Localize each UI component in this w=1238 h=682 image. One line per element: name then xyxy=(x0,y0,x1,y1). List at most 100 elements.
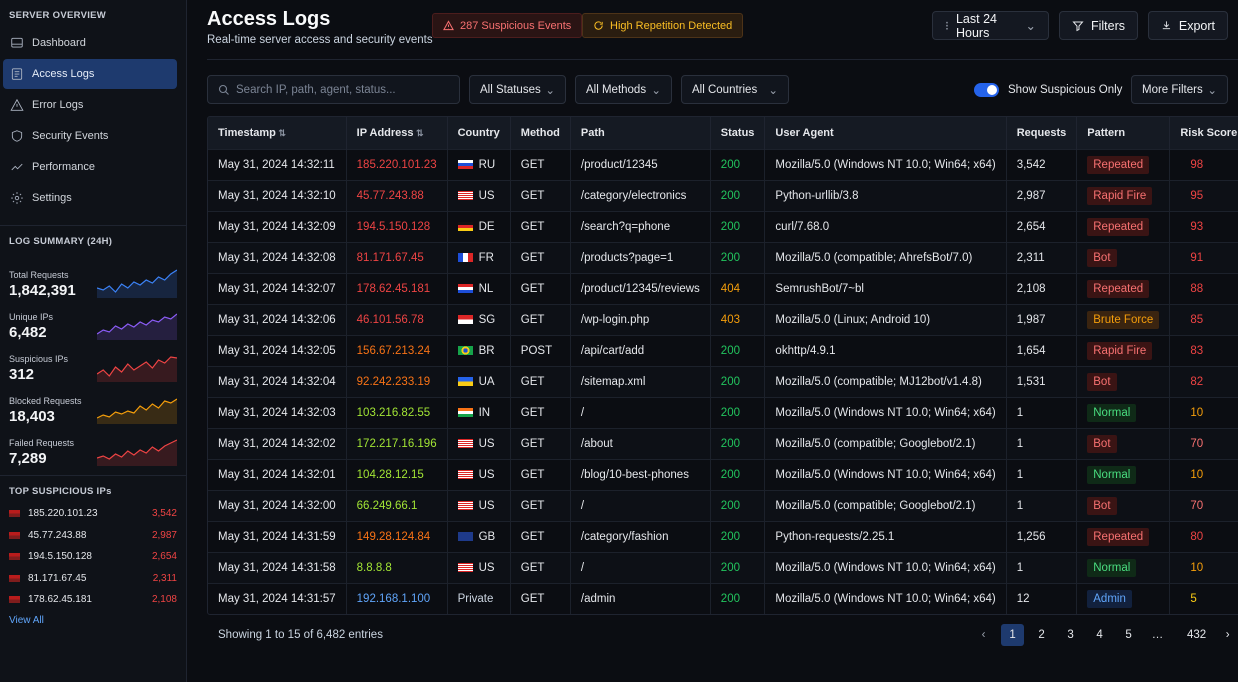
suspicious-only-toggle[interactable] xyxy=(974,83,999,97)
sidebar-item-settings[interactable]: Settings xyxy=(3,183,177,213)
cell-ip-address[interactable]: 178.62.45.181 xyxy=(346,272,448,304)
cell-method: GET xyxy=(510,489,571,521)
cell-method: GET xyxy=(510,365,571,397)
cell-ip-address[interactable]: 185.220.101.23 xyxy=(346,148,448,180)
time-range-label: Last 24 Hours xyxy=(955,11,997,40)
table-row[interactable]: May 31, 2024 14:32:10 45.77.243.88 US GET/c… xyxy=(208,179,1238,211)
search-input[interactable]: Search IP, path, agent, status... xyxy=(207,75,460,104)
page-button[interactable]: 432 xyxy=(1187,629,1207,641)
view-all-link[interactable]: View All xyxy=(9,614,44,626)
sparkline xyxy=(97,313,177,340)
column-header-ip-address[interactable]: IP Address ⇅ xyxy=(346,117,448,149)
more-filters-select[interactable]: More Filters ⌄ xyxy=(1131,75,1228,104)
cell-ip-address[interactable]: 194.5.150.128 xyxy=(346,210,448,242)
table-row[interactable]: May 31, 2024 14:32:06 46.101.56.78 SG GET/w… xyxy=(208,303,1238,335)
sidebar-item-performance[interactable]: Performance xyxy=(3,152,177,182)
table-row[interactable]: May 31, 2024 14:32:05 156.67.213.24 BR POST… xyxy=(208,334,1238,366)
top-ip-row[interactable]: 45.77.243.88 2,987 xyxy=(9,525,177,547)
cell-ip-address[interactable]: 66.249.66.1 xyxy=(346,489,448,521)
page-button[interactable]: 5 xyxy=(1125,629,1132,641)
table-row[interactable]: May 31, 2024 14:32:08 81.171.67.45 FR GET/p… xyxy=(208,241,1238,273)
cell-ip-address[interactable]: 81.171.67.45 xyxy=(346,241,448,273)
cell-timestamp: May 31, 2024 14:32:06 xyxy=(208,303,347,335)
sort-icon[interactable]: ⇅ xyxy=(275,127,286,138)
pattern-badge: Normal xyxy=(1087,403,1137,422)
column-header-requests[interactable]: Requests xyxy=(1006,117,1078,149)
high-repetition-badge[interactable]: High Repetition Detected xyxy=(582,13,744,38)
cell-method: GET xyxy=(510,210,571,242)
page-button[interactable]: 3 xyxy=(1067,629,1074,641)
column-header-label: Pattern xyxy=(1087,126,1126,139)
page-button[interactable]: 4 xyxy=(1096,629,1103,641)
export-button[interactable]: Export xyxy=(1148,11,1228,40)
top-ip-row[interactable]: 81.171.67.45 2,311 xyxy=(9,568,177,590)
table-row[interactable]: May 31, 2024 14:32:01 104.28.12.15 US GET/b… xyxy=(208,458,1238,490)
cell-user-agent: Mozilla/5.0 (compatible; MJ12bot/v1.4.8) xyxy=(764,365,1007,397)
table-row[interactable]: May 31, 2024 14:32:04 92.242.233.19 UA GET /… xyxy=(208,365,1238,397)
sort-icon[interactable]: ⇅ xyxy=(413,127,424,138)
cell-requests: 1 xyxy=(1006,396,1078,428)
column-header-label: Risk Score xyxy=(1180,126,1238,139)
cell-country: NL xyxy=(447,272,511,304)
sidebar-item-security-events[interactable]: Security Events xyxy=(3,121,177,151)
column-header-path[interactable]: Path xyxy=(570,117,711,149)
table-row[interactable]: May 31, 2024 14:32:03 103.216.82.55 IN GET /… xyxy=(208,396,1238,428)
column-header-pattern[interactable]: Pattern xyxy=(1076,117,1171,149)
column-header-user-agent[interactable]: User Agent xyxy=(764,117,1007,149)
cell-ip-address[interactable]: 103.216.82.55 xyxy=(346,396,448,428)
cell-ip-address[interactable]: 46.101.56.78 xyxy=(346,303,448,335)
sidebar-item-access-logs[interactable]: Access Logs xyxy=(3,59,177,89)
summary-item: Suspicious IPs 312 xyxy=(9,341,177,383)
column-header-method[interactable]: Method xyxy=(510,117,571,149)
column-header-risk-score[interactable]: Risk Score xyxy=(1169,117,1238,149)
next-page-icon[interactable]: › xyxy=(1225,629,1230,641)
log-summary: Total Requests 1,842,391 Unique IPs 6,482 Su… xyxy=(0,253,186,471)
sparkline xyxy=(97,269,177,298)
column-header-status[interactable]: Status xyxy=(710,117,766,149)
cell-ip-address[interactable]: 8.8.8.8 xyxy=(346,551,448,583)
table-row[interactable]: May 31, 2024 14:31:57 192.168.1.100 Privat… xyxy=(208,582,1238,614)
table-row[interactable]: May 31, 2024 14:32:07 178.62.45.181 NL GET /… xyxy=(208,272,1238,304)
table-row[interactable]: May 31, 2024 14:32:09 194.5.150.128 DE GET /… xyxy=(208,210,1238,242)
cell-method: GET xyxy=(510,551,571,583)
cell-ip-address[interactable]: 156.67.213.24 xyxy=(346,334,448,366)
cell-status: 200 xyxy=(710,489,766,521)
prev-page-icon[interactable]: ‹ xyxy=(981,629,986,641)
page-button[interactable]: 1 xyxy=(1001,624,1025,646)
filters-button[interactable]: Filters xyxy=(1059,11,1138,40)
column-header-timestamp[interactable]: Timestamp ⇅ xyxy=(208,117,347,149)
cell-country: FR xyxy=(447,241,511,273)
cell-ip-address[interactable]: 92.242.233.19 xyxy=(346,365,448,397)
top-ip-row[interactable]: 185.220.101.23 3,542 xyxy=(9,503,177,525)
time-range-select[interactable]: ⁝ Last 24 Hours ⌄ xyxy=(932,11,1049,40)
sidebar-item-error-logs[interactable]: Error Logs xyxy=(3,90,177,120)
top-ip-row[interactable]: 194.5.150.128 2,654 xyxy=(9,546,177,568)
status-filter-select[interactable]: All Statuses ⌄ xyxy=(469,75,566,104)
table-row[interactable]: May 31, 2024 14:31:59 149.28.124.84 GB GET /… xyxy=(208,520,1238,552)
suspicious-events-badge[interactable]: 287 Suspicious Events xyxy=(432,13,583,38)
country-filter-select[interactable]: All Countries ⌄ xyxy=(681,75,789,104)
table-row[interactable]: May 31, 2024 14:31:58 8.8.8.8 US GET/200 Moz… xyxy=(208,551,1238,583)
cell-risk-score: 83 xyxy=(1169,334,1238,366)
cell-ip-address[interactable]: 104.28.12.15 xyxy=(346,458,448,490)
cell-requests: 1 xyxy=(1006,551,1078,583)
table-row[interactable]: May 31, 2024 14:32:11 185.220.101.23 RU GET… xyxy=(208,148,1238,180)
sidebar-item-dashboard[interactable]: Dashboard xyxy=(3,28,177,58)
method-filter-select[interactable]: All Methods ⌄ xyxy=(575,75,672,104)
cell-path: /product/12345 xyxy=(570,148,711,180)
cell-ip-address[interactable]: 192.168.1.100 xyxy=(346,582,448,614)
top-suspicious-ips: 185.220.101.23 3,542 45.77.243.88 2,987 194.… xyxy=(0,503,186,611)
export-label: Export xyxy=(1178,18,1215,33)
cell-method: GET xyxy=(510,303,571,335)
table-row[interactable]: May 31, 2024 14:32:00 66.249.66.1 US GET/20… xyxy=(208,489,1238,521)
column-header-country[interactable]: Country xyxy=(447,117,511,149)
cell-ip-address[interactable]: 45.77.243.88 xyxy=(346,179,448,211)
flag-icon xyxy=(457,531,473,541)
top-ip-row[interactable]: 178.62.45.181 2,108 xyxy=(9,589,177,611)
cell-method: POST xyxy=(510,334,571,366)
summary-value: 7,289 xyxy=(9,450,47,467)
cell-ip-address[interactable]: 172.217.16.196 xyxy=(346,427,448,459)
table-row[interactable]: May 31, 2024 14:32:02 172.217.16.196 US GET… xyxy=(208,427,1238,459)
page-button[interactable]: 2 xyxy=(1038,629,1045,641)
cell-ip-address[interactable]: 149.28.124.84 xyxy=(346,520,448,552)
